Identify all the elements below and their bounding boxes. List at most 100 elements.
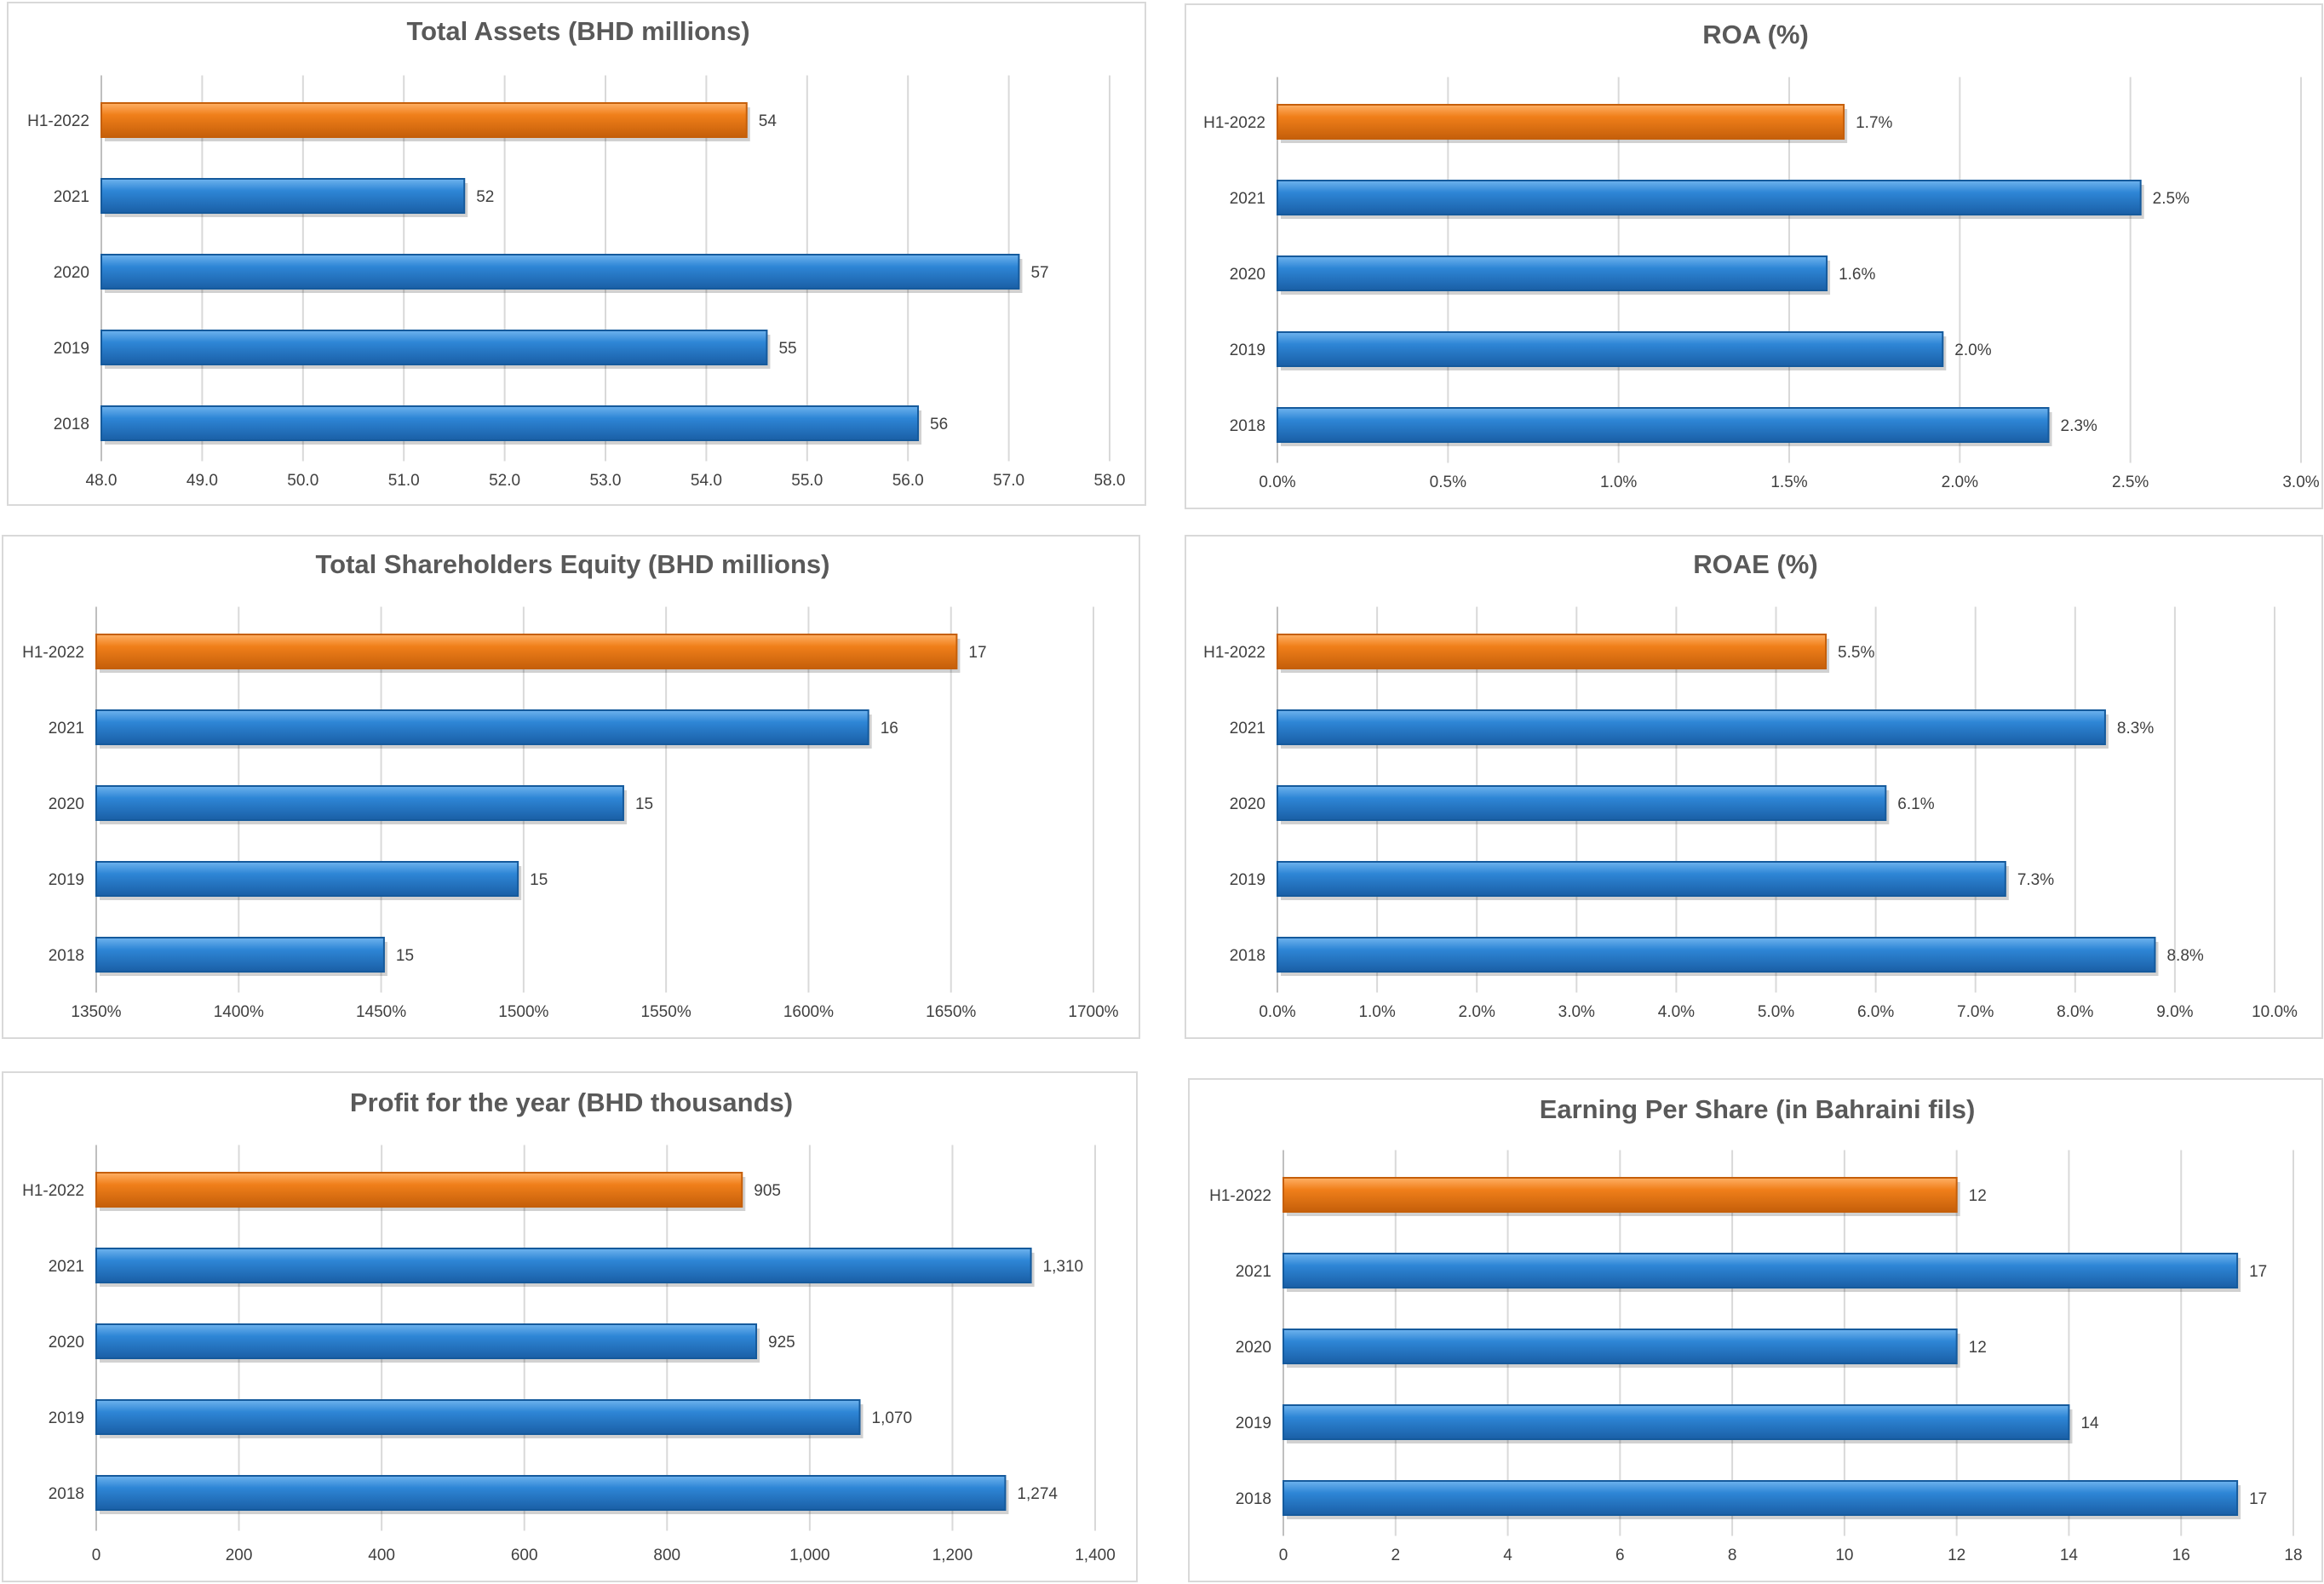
x-tick-label: 54.0 [691, 472, 722, 490]
data-label: 7.3% [2017, 871, 2054, 889]
data-label: 2.3% [2061, 417, 2097, 435]
bar [1277, 861, 2006, 897]
bar [95, 1399, 861, 1435]
category-label: 2020 [1236, 1339, 1271, 1357]
x-tick-label: 58.0 [1094, 472, 1126, 490]
data-label: 2.5% [2153, 190, 2189, 208]
chart-svg-roae: ROAE (%) 0.0% 1.0% 2.0% 3.0% 4.0% 5.0% 6.0% 7.0%… [1203, 549, 2298, 1021]
bar [1283, 1329, 1958, 1364]
chart-earning-per-share: Earning Per Share (in Bahraini fils) 0 2 4 6… [1188, 1078, 2323, 1582]
chart-title: Total Shareholders Equity (BHD millions) [316, 549, 830, 579]
x-tick-label: 16 [2172, 1547, 2190, 1564]
data-label: 54 [759, 112, 778, 130]
bar [100, 405, 920, 441]
bar [95, 709, 869, 745]
chart-svg-profit-for-the-year: Profit for the year (BHD thousands) 0 200 4… [22, 1088, 1116, 1564]
category-label: 2020 [49, 1334, 84, 1352]
x-tick-label: 1,000 [789, 1547, 830, 1564]
category-label: 2019 [49, 871, 84, 889]
x-tick-label: 1700% [1068, 1003, 1118, 1021]
x-tick-label: 600 [511, 1547, 538, 1564]
x-tick-label: 2 [1391, 1547, 1400, 1564]
bar [1277, 255, 1828, 291]
data-label: 1,070 [872, 1409, 913, 1427]
data-label: 15 [530, 871, 548, 889]
x-tick-label: 55.0 [791, 472, 823, 490]
x-tick-label: 3.0% [2282, 473, 2319, 491]
category-label: 2021 [54, 188, 89, 206]
x-tick-label: 4 [1503, 1547, 1512, 1564]
x-tick-label: 5.0% [1758, 1003, 1794, 1021]
x-tick-label: 1.5% [1770, 473, 1807, 491]
bar [1283, 1480, 2239, 1516]
bar [100, 254, 1020, 290]
data-label: 925 [768, 1334, 795, 1352]
data-label: 1.6% [1839, 266, 1875, 284]
x-tick-label: 10.0% [2252, 1003, 2298, 1021]
category-label: 2018 [54, 416, 89, 433]
category-label: 2020 [1230, 795, 1265, 813]
x-tick-label: 51.0 [388, 472, 420, 490]
x-tick-label: 49.0 [186, 472, 218, 490]
x-tick-label: 18 [2284, 1547, 2302, 1564]
bar [1277, 709, 2106, 745]
bar [1277, 104, 1845, 140]
data-label: 14 [2080, 1415, 2099, 1432]
category-label: 2021 [49, 720, 84, 737]
category-label: 2018 [49, 947, 84, 965]
x-tick-label: 0 [92, 1547, 101, 1564]
x-tick-label: 52.0 [489, 472, 520, 490]
category-label: H1-2022 [1203, 644, 1265, 662]
bar [95, 1323, 758, 1359]
x-tick-label: 1450% [356, 1003, 406, 1021]
bar [100, 178, 466, 214]
data-label: 15 [635, 795, 653, 813]
x-tick-label: 48.0 [86, 472, 118, 490]
chart-title: Profit for the year (BHD thousands) [350, 1088, 793, 1117]
x-tick-label: 8.0% [2057, 1003, 2093, 1021]
chart-title: ROAE (%) [1693, 549, 1817, 579]
x-tick-label: 1400% [214, 1003, 264, 1021]
data-label: 905 [754, 1182, 781, 1200]
data-label: 56 [930, 416, 948, 433]
bar [95, 785, 624, 821]
data-label: 17 [968, 644, 986, 662]
x-tick-label: 8 [1728, 1547, 1737, 1564]
chart-profit-for-the-year: Profit for the year (BHD thousands) 0 200 4… [2, 1071, 1138, 1582]
category-label: H1-2022 [27, 112, 89, 130]
chart-svg-earning-per-share: Earning Per Share (in Bahraini fils) 0 2 4 6… [1209, 1094, 2302, 1564]
x-tick-label: 12 [1948, 1547, 1965, 1564]
bar [95, 634, 958, 669]
bar [100, 330, 768, 365]
category-label: 2021 [1230, 720, 1265, 737]
x-tick-label: 200 [226, 1547, 253, 1564]
x-tick-label: 0.0% [1259, 473, 1295, 491]
x-tick-label: 1,400 [1075, 1547, 1116, 1564]
category-label: 2020 [49, 795, 84, 813]
bar [1277, 785, 1887, 821]
data-label: 12 [1969, 1187, 1987, 1205]
x-tick-label: 14 [2060, 1547, 2079, 1564]
x-tick-label: 3.0% [1558, 1003, 1595, 1021]
data-label: 1,310 [1043, 1258, 1084, 1276]
x-tick-label: 53.0 [590, 472, 622, 490]
x-tick-label: 57.0 [993, 472, 1024, 490]
category-label: 2019 [54, 340, 89, 358]
x-tick-label: 0 [1279, 1547, 1288, 1564]
chart-svg-total-shareholders-equity: Total Shareholders Equity (BHD millions)… [22, 549, 1119, 1021]
data-label: 8.8% [2166, 947, 2203, 965]
chart-title: Total Assets (BHD millions) [406, 16, 749, 46]
chart-total-shareholders-equity: Total Shareholders Equity (BHD millions)… [2, 535, 1140, 1039]
chart-svg-total-assets: Total Assets (BHD millions) 48.0 49.0 50.0 5… [27, 16, 1126, 490]
x-tick-label: 56.0 [892, 472, 924, 490]
x-tick-label: 6.0% [1857, 1003, 1894, 1021]
category-label: H1-2022 [22, 644, 84, 662]
bar [1283, 1253, 2239, 1288]
chart-title: ROA (%) [1702, 20, 1809, 49]
data-label: 16 [881, 720, 898, 737]
x-tick-label: 7.0% [1957, 1003, 1994, 1021]
bar [95, 1248, 1032, 1283]
x-tick-label: 1550% [641, 1003, 691, 1021]
data-label: 1.7% [1856, 114, 1892, 132]
category-label: 2021 [1236, 1263, 1271, 1281]
